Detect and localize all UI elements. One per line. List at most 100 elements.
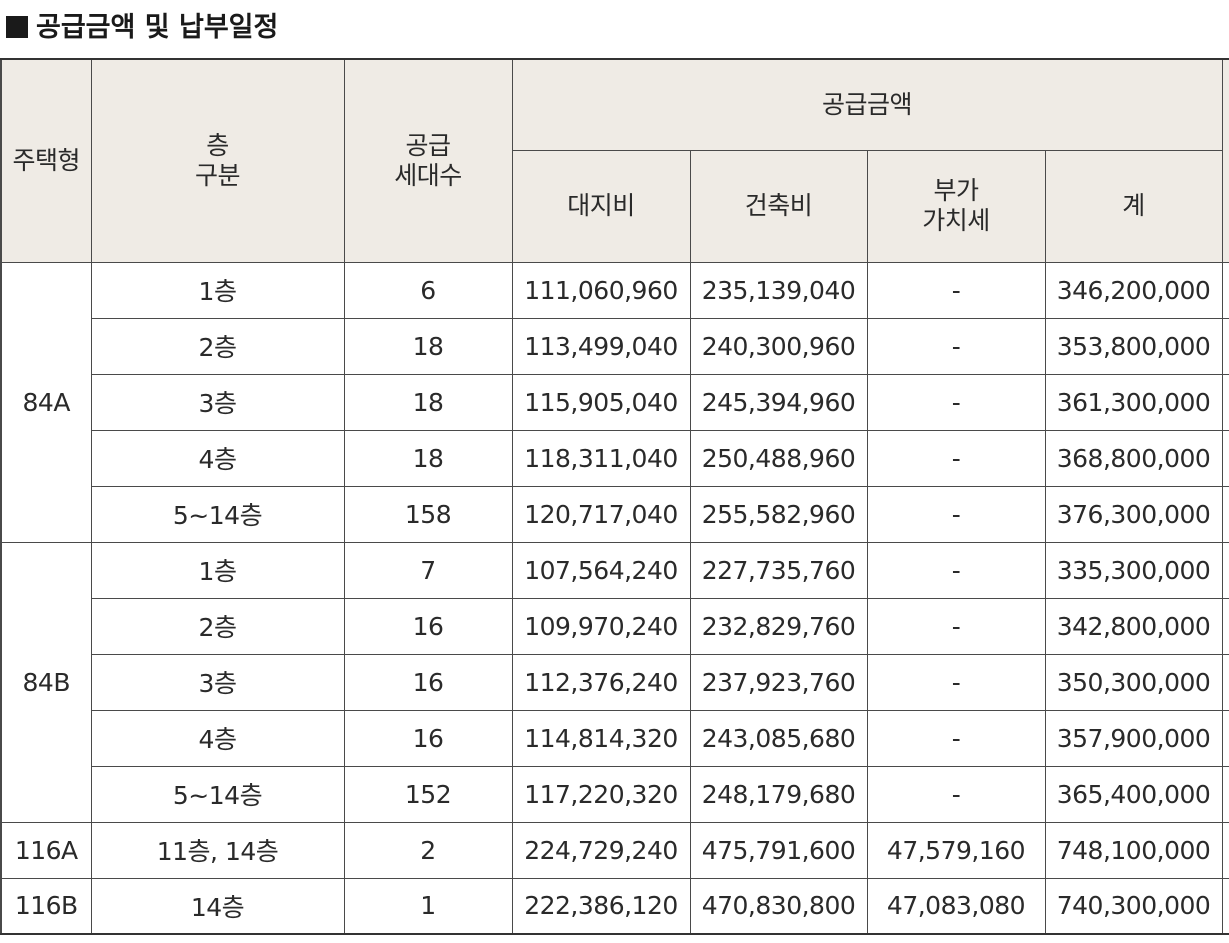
table-row: 5~14층 158 120,717,040 255,582,960-376,300,0… — [1, 485, 1229, 543]
cell-units: 16 — [343, 597, 513, 655]
cell-cut-column — [1221, 821, 1229, 879]
cell-land: 222,386,120 — [511, 877, 691, 935]
table-row: 3층 16 112,376,240 237,923,760-350,300,000 — [1, 653, 1229, 711]
cell-type: 116B — [0, 877, 92, 935]
header-vat: 부가 가치세 — [866, 149, 1046, 263]
cell-building: 235,139,040 — [689, 261, 868, 319]
cell-type: 84A — [0, 261, 92, 543]
cell-cut-column — [1221, 653, 1229, 711]
square-bullet-icon — [6, 16, 28, 38]
cell-cut-column — [1221, 373, 1229, 431]
cell-vat: - — [866, 765, 1046, 823]
header-land: 대지비 — [511, 149, 691, 263]
cell-building: 250,488,960 — [689, 429, 868, 487]
section-title-text: 공급금액 및 납부일정 — [36, 12, 279, 43]
header-vat-line2: 가치세 — [922, 206, 990, 235]
cell-cut-column — [1221, 429, 1229, 487]
cell-land: 109,970,240 — [511, 597, 691, 655]
cell-cut-column — [1221, 765, 1229, 823]
table-row: 4층 16 114,814,320 243,085,680-357,900,000 — [1, 709, 1229, 767]
cell-total: 346,200,000 — [1044, 261, 1223, 319]
cell-land: 118,311,040 — [511, 429, 691, 487]
cell-units: 6 — [343, 261, 513, 319]
cell-building: 243,085,680 — [689, 709, 868, 767]
cell-floor: 11층, 14층 — [90, 821, 345, 879]
cell-total: 365,400,000 — [1044, 765, 1223, 823]
table-row: 2층 16 109,970,240 232,829,760-342,800,000 — [1, 597, 1229, 655]
cell-units: 2 — [343, 821, 513, 879]
cell-floor: 14층 — [90, 877, 345, 935]
cell-floor: 4층 — [90, 429, 345, 487]
cell-vat: - — [866, 317, 1046, 375]
table-row: 5~14층 152 117,220,320 248,179,680-365,400,0… — [1, 765, 1229, 823]
cell-building: 248,179,680 — [689, 765, 868, 823]
cell-total: 350,300,000 — [1044, 653, 1223, 711]
cell-floor: 1층 — [90, 541, 345, 599]
cell-type: 116A — [0, 821, 92, 879]
cell-land: 114,814,320 — [511, 709, 691, 767]
table-row: 116A 11층, 14층 2 224,729,240 475,791,600 47,57… — [0, 821, 1229, 879]
cell-cut-column — [1221, 597, 1229, 655]
table-row: 4층 18 118,311,040 250,488,960-368,800,000 — [1, 429, 1229, 487]
cell-cut-column — [1221, 541, 1229, 599]
cell-total: 342,800,000 — [1044, 597, 1223, 655]
cell-units: 18 — [343, 317, 513, 375]
header-price-group: 공급금액 — [511, 58, 1223, 151]
cell-building: 227,735,760 — [689, 541, 868, 599]
cell-building: 245,394,960 — [689, 373, 868, 431]
cell-units: 18 — [343, 373, 513, 431]
cell-total: 748,100,000 — [1044, 821, 1223, 879]
cell-total: 357,900,000 — [1044, 709, 1223, 767]
cell-land: 112,376,240 — [511, 653, 691, 711]
cell-vat: - — [866, 373, 1046, 431]
cell-vat: 47,579,160 — [866, 821, 1046, 879]
header-units-line2: 세대수 — [394, 160, 462, 190]
cell-vat: 47,083,080 — [866, 877, 1046, 935]
cell-land: 111,060,960 — [511, 261, 691, 319]
header-vat-line1: 부가 — [933, 176, 979, 205]
cell-floor: 2층 — [90, 597, 345, 655]
header-floor-line1: 층 — [206, 130, 229, 160]
cell-total: 376,300,000 — [1044, 485, 1223, 543]
cell-units: 1 — [343, 877, 513, 935]
cell-land: 113,499,040 — [511, 317, 691, 375]
header-units: 공급 세대수 — [343, 58, 513, 263]
cell-land: 107,564,240 — [511, 541, 691, 599]
cell-units: 7 — [343, 541, 513, 599]
cell-vat: - — [866, 261, 1046, 319]
header-total: 계 — [1044, 149, 1223, 263]
cell-floor: 3층 — [90, 373, 345, 431]
cell-floor: 5~14층 — [90, 485, 345, 543]
header-units-line1: 공급 — [405, 130, 451, 160]
cell-building: 255,582,960 — [689, 485, 868, 543]
cell-units: 158 — [343, 485, 513, 543]
table-row: 116B 14층 1 222,386,120 470,830,800 47,083,080… — [0, 877, 1229, 935]
cell-building: 475,791,600 — [689, 821, 868, 879]
header-building: 건축비 — [689, 149, 868, 263]
section-title: 공급금액 및 납부일정 — [6, 8, 278, 48]
header-floor: 층 구분 — [90, 58, 345, 263]
cell-cut-column — [1221, 709, 1229, 767]
cell-cut-column — [1221, 317, 1229, 375]
cell-total: 335,300,000 — [1044, 541, 1223, 599]
cell-vat: - — [866, 541, 1046, 599]
cell-building: 470,830,800 — [689, 877, 868, 935]
cell-total: 361,300,000 — [1044, 373, 1223, 431]
table-row: 3층 18 115,905,040 245,394,960-361,300,000 — [1, 373, 1229, 431]
cell-floor: 5~14층 — [90, 765, 345, 823]
cell-floor: 2층 — [90, 317, 345, 375]
cell-building: 240,300,960 — [689, 317, 868, 375]
cell-cut-column — [1221, 485, 1229, 543]
cell-building: 232,829,760 — [689, 597, 868, 655]
supply-price-table: 주택형 층 구분 공급 세대수 공급금액 대지비 건축비 부가 가치세 계 84A 1층… — [0, 58, 1229, 935]
table-row: 2층 18 113,499,040 240,300,960-353,800,000 — [1, 317, 1229, 375]
cell-land: 224,729,240 — [511, 821, 691, 879]
cell-cut-column — [1221, 877, 1229, 935]
cell-total: 353,800,000 — [1044, 317, 1223, 375]
cell-land: 120,717,040 — [511, 485, 691, 543]
cell-vat: - — [866, 429, 1046, 487]
cell-vat: - — [866, 485, 1046, 543]
cell-units: 18 — [343, 429, 513, 487]
table-row: 84B 1층 7 107,564,240 227,735,760-335,300,000 — [0, 541, 1229, 823]
cell-vat: - — [866, 597, 1046, 655]
